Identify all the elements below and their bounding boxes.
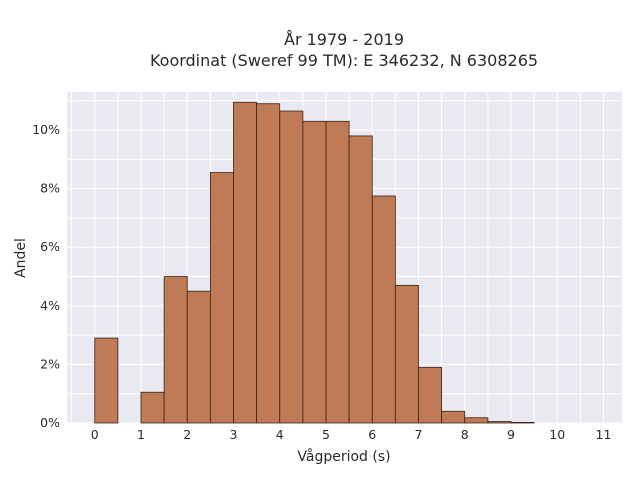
- x-tick-label: 10: [549, 427, 565, 442]
- histogram-bar: [394, 284, 419, 424]
- histogram-bar: [256, 103, 281, 424]
- y-tick-label: 4%: [40, 298, 60, 313]
- histogram-bar: [325, 120, 350, 424]
- histogram-bar: [279, 110, 304, 424]
- histogram-bar: [233, 101, 258, 424]
- x-tick-label: 5: [322, 427, 330, 442]
- histogram-bar: [163, 276, 188, 424]
- chart-title-line-2: Koordinat (Sweref 99 TM): E 346232, N 63…: [150, 51, 538, 70]
- x-tick-label: 6: [368, 427, 376, 442]
- histogram-bar: [487, 421, 512, 424]
- x-tick-label: 8: [461, 427, 469, 442]
- histogram-bar: [510, 422, 535, 424]
- x-axis-ticks: 0 1 2 3 4 5 6 7 8 9 10 11: [91, 427, 612, 442]
- y-axis-ticks: 0% 2% 4% 6% 8% 10%: [32, 122, 60, 430]
- histogram-bar: [371, 195, 396, 424]
- histogram-bar: [186, 290, 211, 424]
- x-tick-label: 9: [507, 427, 515, 442]
- histogram-bar: [209, 172, 234, 424]
- chart-title-line-1: År 1979 - 2019: [284, 30, 404, 49]
- histogram-bar: [464, 417, 489, 424]
- y-tick-label: 2%: [40, 356, 60, 371]
- x-tick-label: 7: [415, 427, 423, 442]
- y-tick-label: 8%: [40, 181, 60, 196]
- x-tick-label: 1: [137, 427, 145, 442]
- histogram-bar: [441, 410, 466, 424]
- x-tick-label: 0: [91, 427, 99, 442]
- x-tick-label: 3: [230, 427, 238, 442]
- x-axis-label: Vågperiod (s): [297, 448, 390, 465]
- histogram-bar: [94, 337, 119, 424]
- y-axis-label: Andel: [13, 238, 29, 278]
- histogram-bar: [348, 135, 373, 424]
- histogram-bar: [140, 391, 165, 424]
- y-tick-label: 0%: [40, 415, 60, 430]
- y-tick-label: 10%: [32, 122, 60, 137]
- x-tick-label: 11: [596, 427, 612, 442]
- histogram-bar: [302, 120, 327, 424]
- x-tick-label: 4: [276, 427, 284, 442]
- x-tick-label: 2: [183, 427, 191, 442]
- histogram-bars: [94, 101, 535, 424]
- y-tick-label: 6%: [40, 239, 60, 254]
- histogram-bar: [418, 366, 443, 424]
